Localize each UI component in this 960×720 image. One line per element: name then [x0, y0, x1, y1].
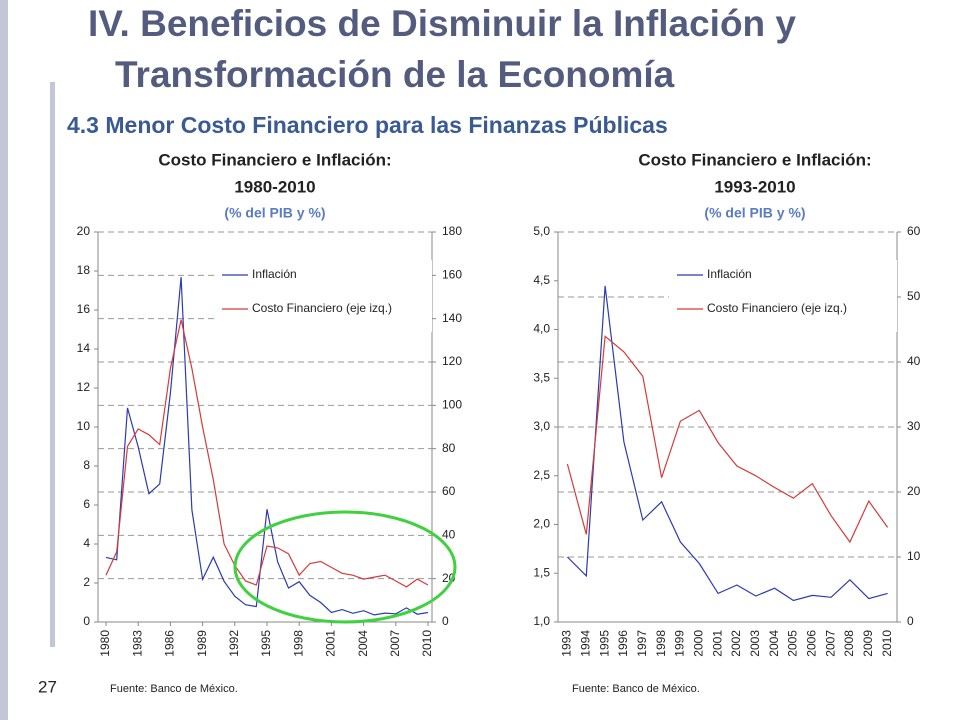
y-tick-label: 10: [77, 419, 91, 433]
x-tick-label: 1998: [291, 630, 305, 657]
y2-tick-label: 10: [907, 549, 921, 563]
x-tick-label: 1995: [597, 630, 611, 657]
y2-tick-label: 160: [442, 268, 462, 282]
x-tick-label: 2009: [861, 630, 875, 657]
chart-title: Costo Financiero e Inflación:: [158, 150, 391, 169]
y-tick-label: 12: [77, 380, 91, 394]
y-tick-label: 1,5: [533, 565, 550, 579]
x-tick-label: 2008: [842, 630, 856, 657]
y2-tick-label: 140: [442, 311, 462, 325]
y-tick-label: 2,0: [533, 517, 550, 531]
x-tick-label: 1995: [259, 630, 273, 657]
chart-subtitle: (% del PIB y %): [224, 205, 325, 221]
x-tick-label: 2002: [729, 630, 743, 657]
x-tick-label: 1992: [227, 630, 241, 657]
slide-subtitle: 4.3 Menor Costo Financiero para las Fina…: [67, 112, 668, 138]
x-tick-label: 2005: [786, 630, 800, 657]
x-tick-label: 2003: [748, 630, 762, 657]
y-tick-label: 3,0: [533, 419, 550, 433]
x-tick-label: 1994: [578, 630, 592, 657]
y2-tick-label: 120: [442, 354, 462, 368]
y2-tick-label: 50: [907, 289, 921, 303]
y-tick-label: 4,5: [533, 273, 550, 287]
chart-title: 1980-2010: [234, 177, 315, 196]
legend-label: Inflación: [252, 267, 297, 281]
y-tick-label: 8: [83, 458, 90, 472]
decor-bar: [50, 82, 55, 647]
legend-label: Costo Financiero (eje izq.): [252, 301, 392, 315]
x-tick-label: 2001: [324, 630, 338, 657]
y-tick-label: 2,5: [533, 468, 550, 482]
y-tick-label: 5,0: [533, 224, 550, 238]
source-note: Fuente: Banco de México.: [572, 683, 700, 695]
y2-tick-label: 30: [907, 419, 921, 433]
x-tick-label: 1993: [560, 630, 574, 657]
series-line: [566, 335, 889, 544]
y2-tick-label: 0: [907, 614, 914, 628]
y-tick-label: 16: [77, 302, 91, 316]
x-tick-label: 2007: [388, 630, 402, 657]
legend-label: Costo Financiero (eje izq.): [707, 301, 847, 315]
y-tick-label: 2: [83, 575, 90, 589]
chart-title: 1993-2010: [714, 177, 795, 196]
y2-tick-label: 20: [907, 484, 921, 498]
y2-tick-label: 60: [442, 484, 456, 498]
chart-subtitle: (% del PIB y %): [704, 205, 805, 221]
y2-tick-label: 0: [442, 614, 449, 628]
source-note: Fuente: Banco de México.: [110, 683, 238, 695]
x-tick-label: 1997: [635, 630, 649, 657]
x-tick-label: 2000: [691, 630, 705, 657]
slide-title: Transformación de la Economía: [115, 54, 675, 95]
x-tick-label: 1996: [616, 630, 630, 657]
y-tick-label: 4: [83, 536, 90, 550]
legend-box: [669, 260, 897, 332]
y-tick-label: 0: [83, 614, 90, 628]
y2-tick-label: 80: [442, 441, 456, 455]
chart-title: Costo Financiero e Inflación:: [638, 150, 871, 169]
y-tick-label: 1,0: [533, 614, 550, 628]
decor-bar: [0, 0, 8, 720]
x-tick-label: 2006: [804, 630, 818, 657]
y-tick-label: 6: [83, 497, 90, 511]
x-tick-label: 2010: [880, 630, 894, 657]
series-line: [566, 285, 888, 602]
slide-title: IV. Beneficios de Disminuir la Inflación…: [88, 3, 796, 44]
series-line: [105, 319, 429, 588]
series-line: [105, 277, 429, 616]
y-tick-label: 14: [77, 341, 91, 355]
y-tick-label: 20: [77, 224, 91, 238]
x-tick-label: 1999: [673, 630, 687, 657]
x-tick-label: 2007: [823, 630, 837, 657]
y2-tick-label: 60: [907, 224, 921, 238]
y2-tick-label: 40: [907, 354, 921, 368]
x-tick-label: 2004: [356, 630, 370, 657]
legend-box: [214, 260, 432, 332]
x-tick-label: 1989: [195, 630, 209, 657]
highlight-ellipse: [233, 510, 457, 624]
page-number: 27: [38, 677, 57, 696]
y-tick-label: 3,5: [533, 370, 550, 384]
x-tick-label: 1983: [130, 630, 144, 657]
x-tick-label: 1998: [654, 630, 668, 657]
legend-label: Inflación: [707, 267, 752, 281]
x-tick-label: 1980: [98, 630, 112, 657]
y2-tick-label: 100: [442, 398, 462, 412]
x-tick-label: 2001: [710, 630, 724, 657]
x-tick-label: 1986: [163, 630, 177, 657]
x-tick-label: 2004: [767, 630, 781, 657]
y2-tick-label: 180: [442, 224, 462, 238]
y-tick-label: 4,0: [533, 322, 550, 336]
x-tick-label: 2010: [420, 630, 434, 657]
y-tick-label: 18: [77, 263, 91, 277]
y2-tick-label: 40: [442, 528, 456, 542]
